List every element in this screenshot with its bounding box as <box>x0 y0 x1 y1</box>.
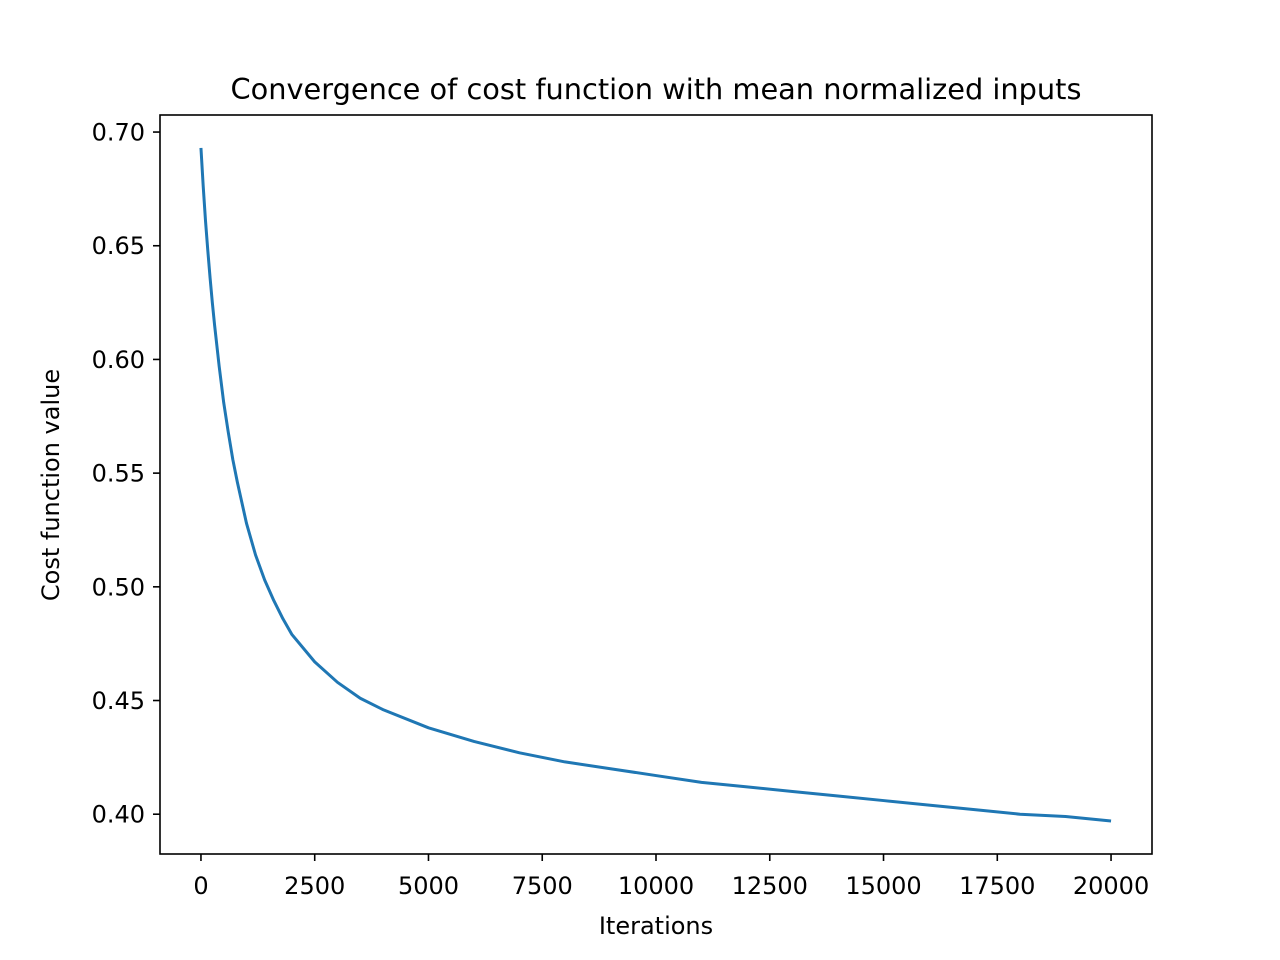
y-axis-label: Cost function value <box>37 369 65 601</box>
y-tick-label: 0.60 <box>92 346 145 374</box>
plot-background <box>160 115 1152 854</box>
y-tick-label: 0.55 <box>92 460 145 488</box>
y-axis-ticks: 0.40 0.45 0.50 0.55 0.60 0.65 0.70 <box>92 119 160 829</box>
y-tick-label: 0.65 <box>92 232 145 260</box>
x-tick-label: 15000 <box>845 872 921 900</box>
y-tick-label: 0.40 <box>92 801 145 829</box>
chart-title: Convergence of cost function with mean n… <box>231 72 1082 106</box>
x-axis-ticks: 0 2500 5000 7500 10000 12500 15000 17500 20000 <box>193 854 1149 900</box>
x-tick-label: 20000 <box>1073 872 1149 900</box>
y-tick-label: 0.70 <box>92 119 145 147</box>
x-tick-label: 5000 <box>398 872 459 900</box>
y-tick-label: 0.50 <box>92 573 145 601</box>
plot-layer <box>199 147 1112 823</box>
series-line <box>199 147 1112 823</box>
x-tick-label: 17500 <box>959 872 1035 900</box>
x-tick-label: 10000 <box>618 872 694 900</box>
x-tick-label: 2500 <box>284 872 345 900</box>
y-tick-label: 0.45 <box>92 687 145 715</box>
x-tick-label: 12500 <box>732 872 808 900</box>
x-tick-label: 0 <box>193 872 208 900</box>
x-axis-label: Iterations <box>599 912 713 940</box>
x-tick-label: 7500 <box>512 872 573 900</box>
